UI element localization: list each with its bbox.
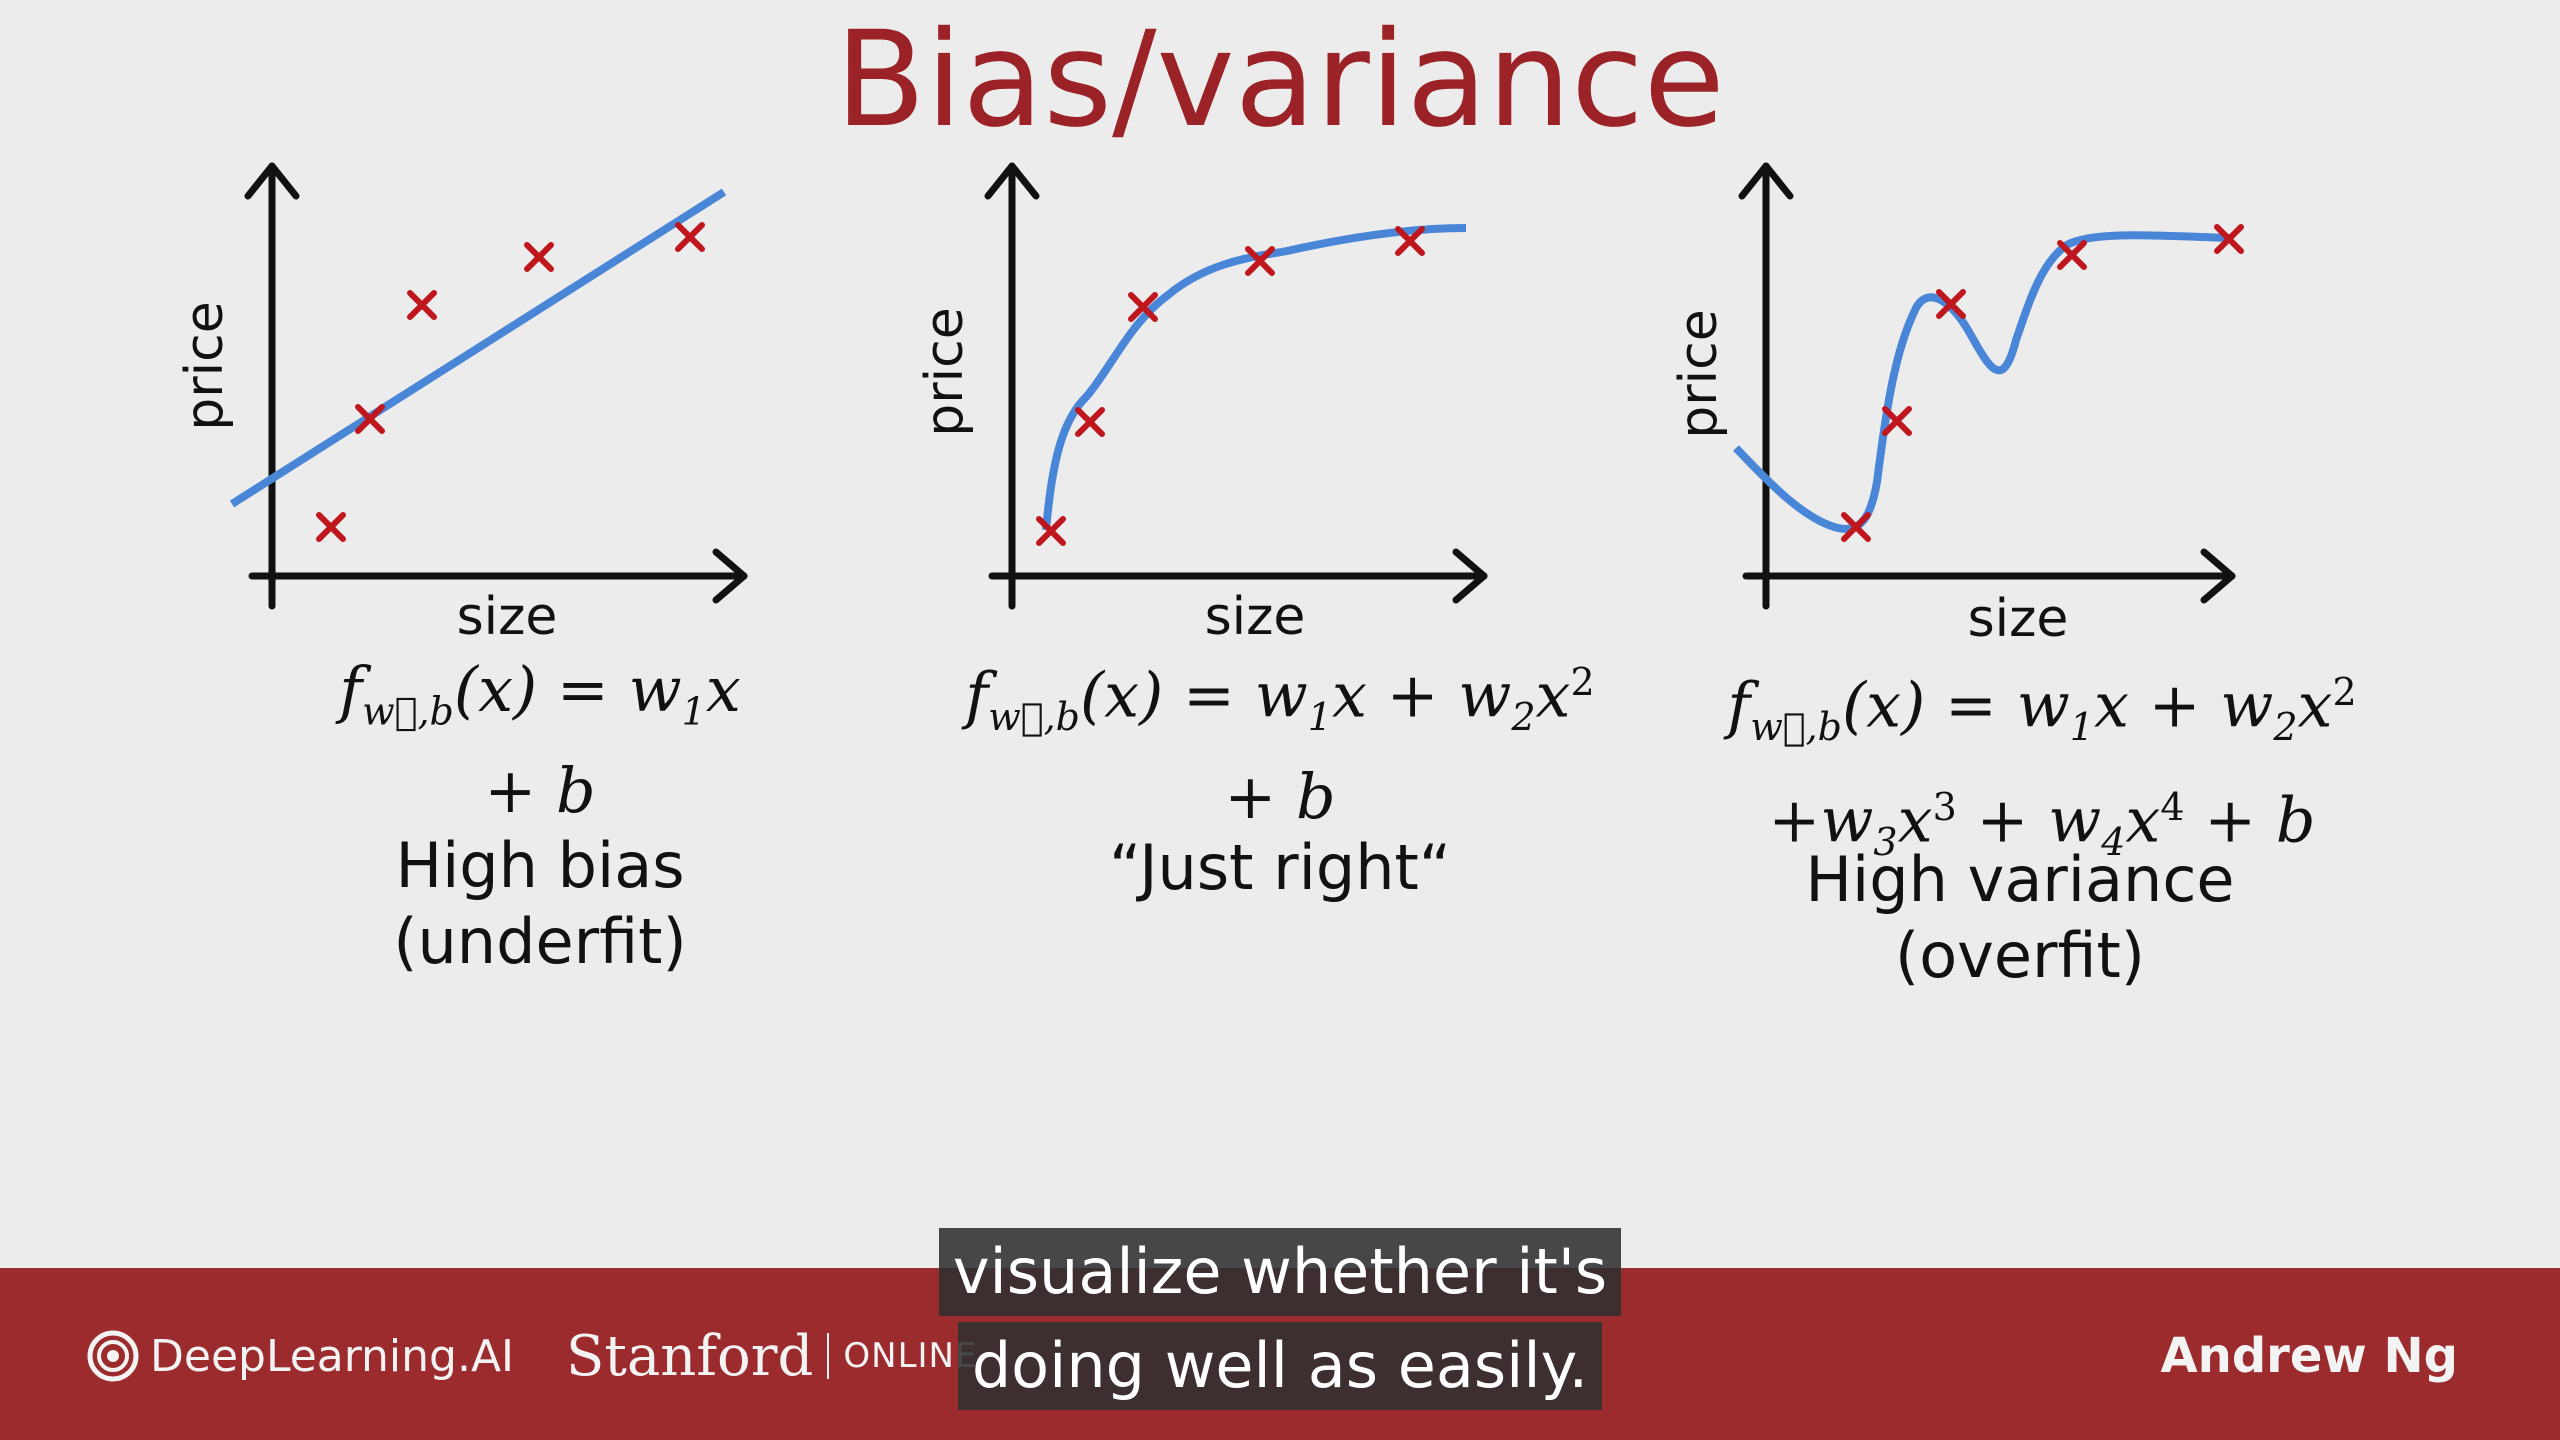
- online-wordmark: ONLINE: [843, 1336, 978, 1376]
- formula-line-2: + b: [484, 754, 596, 828]
- fit-caption: High variance (overfit): [1620, 842, 2420, 994]
- x-axis-arrowhead: [1452, 548, 1488, 604]
- x-axis-arrowhead: [712, 548, 748, 604]
- model-formula: fw⃗,b(x) = w1x + w2x2 +w3x3 + w4x4 + b: [1727, 668, 2357, 865]
- y-axis-arrowhead: [244, 162, 300, 200]
- plot-high-variance: size price: [1669, 162, 2244, 649]
- caption-line-1: High variance: [1805, 843, 2235, 916]
- subtitle-line-1: visualize whether it's: [938, 1228, 1622, 1316]
- data-point: [1936, 289, 1966, 319]
- fit-caption: “Just right“: [880, 830, 1680, 906]
- model-formula: fw⃗,b(x) = w1x + b: [140, 650, 940, 831]
- x-axis-label: size: [1205, 587, 1306, 647]
- y-axis-label: price: [175, 301, 235, 430]
- x-axis-arrowhead: [2200, 548, 2236, 604]
- logo-divider: [827, 1333, 830, 1379]
- subtitle-line-2: doing well as easily.: [957, 1322, 1603, 1410]
- panel-high-variance: size price fw⃗,b(x) = w1x + w2x2 +w3x3 +…: [1620, 130, 2420, 1010]
- deeplearning-ai-logo: DeepLearning.AI: [86, 1316, 514, 1396]
- data-point: [524, 242, 554, 272]
- plot-just-right: size price: [915, 162, 1488, 647]
- fit-caption: High bias (underfit): [140, 828, 940, 980]
- data-point: [407, 290, 437, 320]
- x-axis-label: size: [1968, 589, 2069, 649]
- y-axis-arrowhead: [984, 162, 1040, 200]
- data-point: [355, 404, 385, 434]
- data-point: [1245, 246, 1275, 276]
- data-point: [1128, 292, 1158, 322]
- stanford-wordmark: Stanford: [566, 1323, 814, 1389]
- caption-line-2: (underfit): [393, 905, 687, 978]
- data-point: [2057, 240, 2087, 270]
- caption-line-1: High bias: [395, 829, 685, 902]
- presenter-name: Andrew Ng: [2160, 1328, 2459, 1384]
- y-axis-label: price: [915, 307, 975, 436]
- data-point: [1075, 407, 1105, 437]
- data-point: [1395, 226, 1425, 256]
- data-point: [1036, 516, 1066, 546]
- fit-curve: [1042, 224, 1467, 531]
- panel-high-bias: size price fw⃗,b(x) = w1x + b High bias …: [140, 130, 940, 1010]
- fit-curve: [229, 188, 727, 508]
- data-point: [675, 222, 705, 252]
- y-axis-arrowhead: [1738, 162, 1794, 200]
- data-point: [316, 512, 346, 542]
- plot-high-bias: size price: [175, 162, 748, 647]
- deeplearning-ai-wordmark: DeepLearning.AI: [150, 1330, 515, 1382]
- slide-title: Bias/variance: [835, 3, 1725, 157]
- x-axis-label: size: [457, 587, 558, 647]
- model-formula: fw⃗,b(x) = w1x + w2x2 + b: [880, 642, 1680, 837]
- stanford-online-logo: Stanford ONLINE: [566, 1316, 977, 1396]
- formula-line-2: + b: [1224, 760, 1336, 834]
- deeplearning-ai-icon: [87, 1330, 139, 1382]
- caption-line-1: “Just right“: [1109, 831, 1451, 904]
- panel-just-right: size price fw⃗,b(x) = w1x + w2x2 + b “Ju…: [880, 130, 1680, 1010]
- fit-curve: [1733, 231, 2231, 533]
- data-point: [2214, 224, 2244, 254]
- data-point: [1882, 406, 1912, 436]
- y-axis-label: price: [1669, 309, 1729, 438]
- subtitle-overlay: visualize whether it's doing well as eas…: [0, 1228, 2560, 1416]
- caption-line-2: (overfit): [1895, 919, 2145, 992]
- data-point: [1841, 512, 1871, 542]
